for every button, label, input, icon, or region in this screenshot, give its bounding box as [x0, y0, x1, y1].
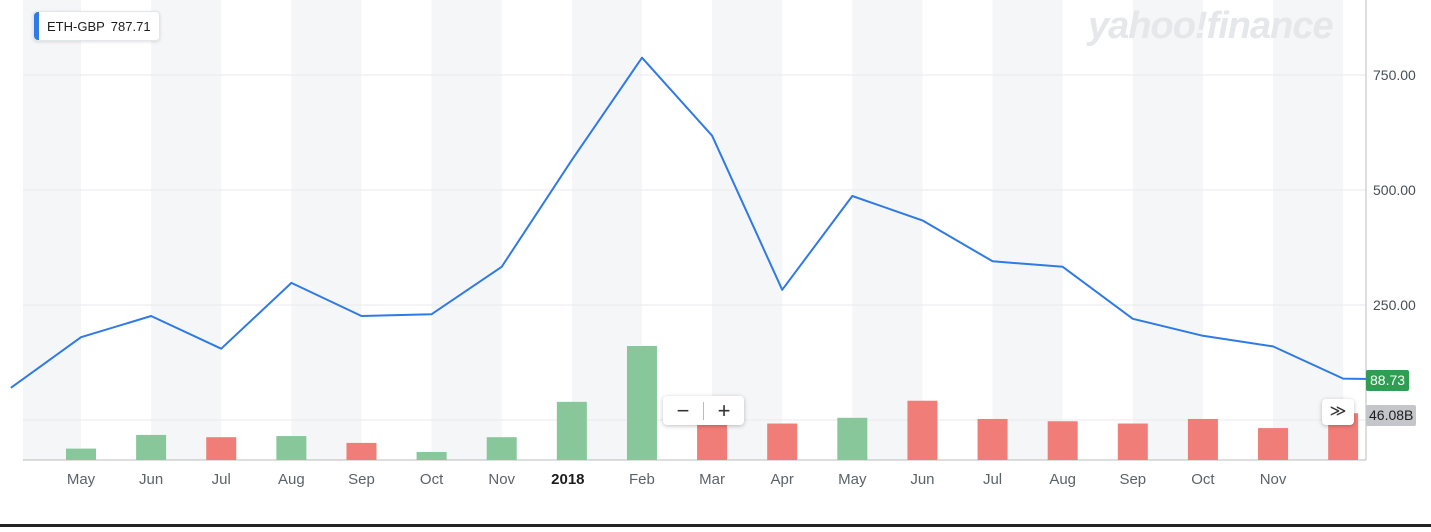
current-volume-tag: 46.08B [1366, 405, 1417, 426]
volume-bar [136, 434, 167, 460]
x-tick-label: Oct [420, 471, 444, 488]
legend-value: 787.71 [110, 18, 151, 34]
grid-band [151, 0, 222, 460]
volume-bar [1187, 418, 1218, 460]
legend-color-bar [34, 12, 39, 40]
y-tick-label: 750.00 [1373, 67, 1416, 83]
volume-bar [907, 400, 938, 460]
volume-bar [486, 437, 517, 460]
y-tick-label: 500.00 [1373, 182, 1416, 198]
volume-bar [556, 401, 587, 460]
volume-bar [1117, 423, 1148, 460]
grid-band [852, 0, 923, 460]
price-line [10, 56, 1388, 389]
yahoo-finance-logo: yahoo!finance [1088, 5, 1334, 47]
volume-bar [1258, 428, 1289, 460]
x-tick-label: Jun [139, 471, 163, 488]
x-tick-label: Aug [278, 471, 305, 488]
x-tick-label: Jun [910, 471, 934, 488]
x-tick-label: Nov [1260, 471, 1287, 488]
volume-bar [276, 436, 307, 460]
zoom-control: − + [663, 396, 744, 425]
grid-band [291, 0, 362, 460]
x-tick-label: Sep [1119, 471, 1146, 488]
grid-band [712, 0, 783, 460]
grid-band [23, 0, 81, 460]
skip-to-latest-button[interactable]: ≫ [1322, 399, 1354, 425]
x-tick-label: Oct [1191, 471, 1215, 488]
volume-bar [626, 346, 657, 460]
x-tick-label: Mar [699, 471, 725, 488]
volume-bar [977, 418, 1008, 460]
grid-band [1273, 0, 1344, 460]
volume-bar [206, 437, 237, 460]
zoom-in-button[interactable]: + [717, 398, 731, 423]
x-tick-label: May [838, 471, 867, 488]
volume-bar [416, 452, 447, 460]
x-tick-label: May [67, 471, 96, 488]
zoom-out-button[interactable]: − [676, 398, 690, 423]
x-tick-label: Nov [488, 471, 515, 488]
legend-box[interactable]: ETH-GBP 787.71 [33, 11, 160, 41]
volume-bar [66, 448, 96, 460]
zoom-divider [703, 401, 704, 420]
bottom-divider [0, 524, 1431, 527]
x-tick-label: Sep [348, 471, 375, 488]
x-tick-label: Aug [1049, 471, 1076, 488]
volume-bar [837, 417, 868, 460]
grid-band [992, 0, 1063, 460]
x-tick-label: Feb [629, 471, 655, 488]
volume-bar [1047, 421, 1078, 460]
x-tick-label: Apr [771, 471, 794, 488]
grid-band [431, 0, 502, 460]
volume-bar [767, 423, 798, 460]
x-tick-label: Jul [983, 471, 1002, 488]
x-tick-label: Jul [212, 471, 231, 488]
volume-bar [346, 442, 377, 460]
x-tick-label: 2018 [551, 471, 584, 488]
y-tick-label: 250.00 [1373, 297, 1416, 313]
current-price-tag: 88.73 [1366, 370, 1410, 391]
grid-band [1132, 0, 1203, 460]
legend-symbol: ETH-GBP [47, 18, 105, 34]
